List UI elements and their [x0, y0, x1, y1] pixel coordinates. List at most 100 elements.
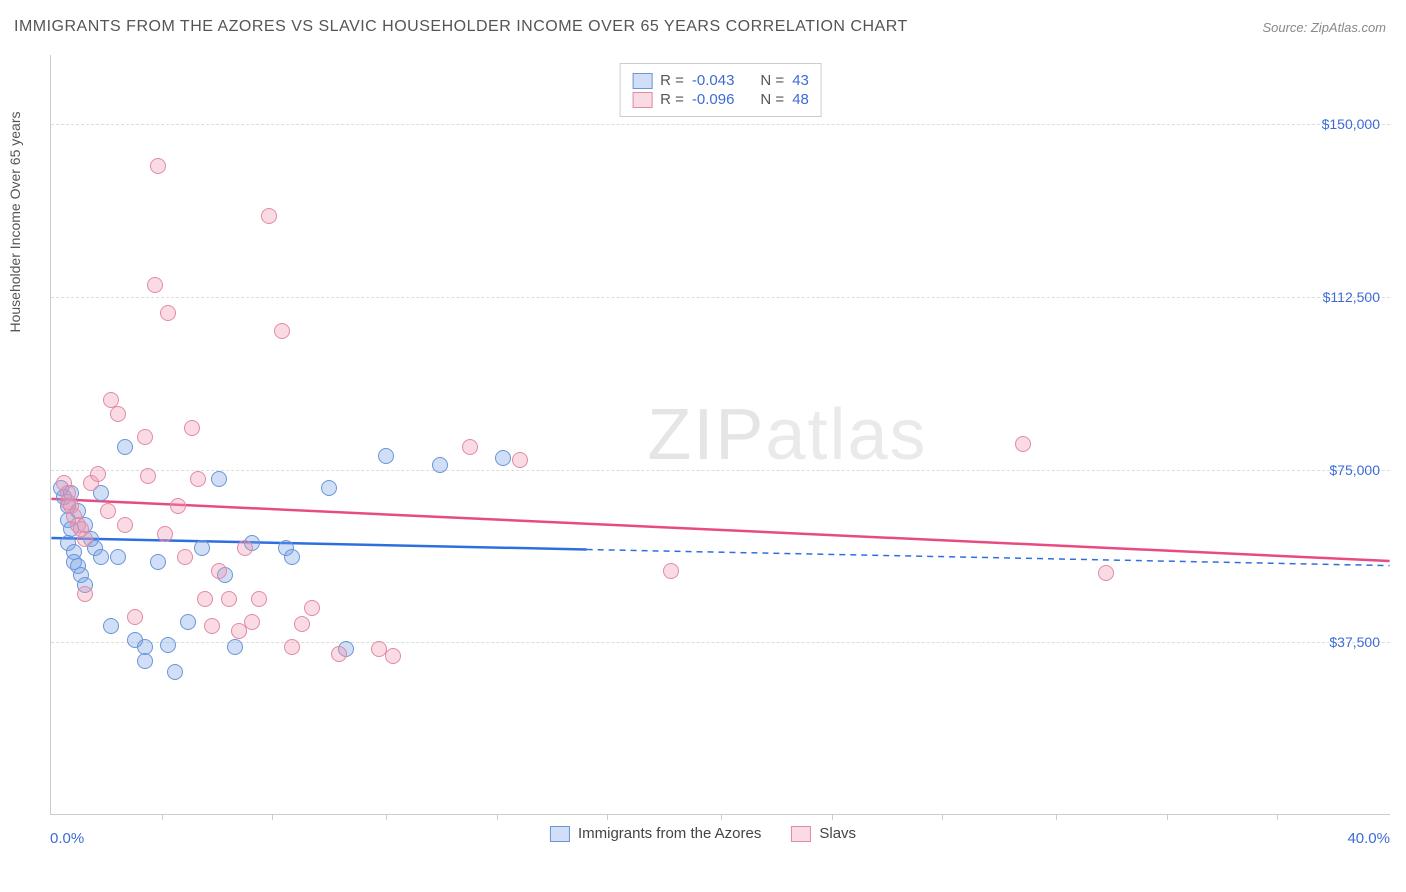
azores-point	[117, 439, 133, 455]
azores-point	[378, 448, 394, 464]
n-value: 43	[792, 72, 809, 89]
slavs-point	[197, 591, 213, 607]
legend-swatch	[632, 92, 652, 108]
chart-plot-area: ZIPatlas R = -0.043 N = 43 R = -0.096 N …	[50, 55, 1390, 815]
chart-title: IMMIGRANTS FROM THE AZORES VS SLAVIC HOU…	[14, 18, 908, 36]
x-tick	[1056, 814, 1057, 820]
r-value: -0.096	[692, 91, 735, 108]
azores-point	[211, 471, 227, 487]
slavs-point	[244, 614, 260, 630]
slavs-point	[190, 471, 206, 487]
azores-point	[495, 450, 511, 466]
y-tick-label: $150,000	[1322, 116, 1380, 132]
y-axis-title: Householder Income Over 65 years	[7, 112, 23, 333]
gridline	[51, 642, 1390, 643]
correlation-legend: R = -0.043 N = 43 R = -0.096 N = 48	[619, 63, 822, 117]
slavs-point	[147, 277, 163, 293]
slavs-point	[90, 466, 106, 482]
slavs-point	[170, 498, 186, 514]
azores-point	[93, 549, 109, 565]
slavs-point	[150, 158, 166, 174]
legend-swatch	[632, 73, 652, 89]
slavs-point	[251, 591, 267, 607]
x-tick	[386, 814, 387, 820]
x-max-label: 40.0%	[1347, 830, 1390, 847]
azores-point	[150, 554, 166, 570]
slavs-point	[284, 639, 300, 655]
trend-lines-layer	[51, 55, 1390, 814]
azores-point	[167, 664, 183, 680]
x-tick	[1167, 814, 1168, 820]
slavs-point	[100, 503, 116, 519]
slavs-point	[274, 323, 290, 339]
slavs-point	[160, 305, 176, 321]
azores-point	[103, 618, 119, 634]
x-tick	[162, 814, 163, 820]
slavs-point	[140, 468, 156, 484]
watermark: ZIPatlas	[647, 394, 927, 476]
x-min-label: 0.0%	[50, 830, 84, 847]
legend-series-label: Slavs	[819, 825, 856, 842]
slavs-point	[117, 517, 133, 533]
azores-point	[432, 457, 448, 473]
slavs-point	[137, 429, 153, 445]
slavs-point	[110, 406, 126, 422]
n-value: 48	[792, 91, 809, 108]
slavs-point	[512, 452, 528, 468]
azores-point	[110, 549, 126, 565]
slavs-point	[261, 208, 277, 224]
azores-point	[194, 540, 210, 556]
gridline	[51, 470, 1390, 471]
azores-point	[137, 653, 153, 669]
x-tick	[721, 814, 722, 820]
y-tick-label: $112,500	[1323, 289, 1380, 305]
x-tick	[832, 814, 833, 820]
legend-series-item: Immigrants from the Azores	[550, 825, 761, 842]
azores-point	[180, 614, 196, 630]
n-label: N =	[760, 91, 784, 108]
slavs-point	[1015, 436, 1031, 452]
r-label: R =	[660, 91, 684, 108]
gridline	[51, 124, 1390, 125]
slavs-point	[184, 420, 200, 436]
slavs-point	[663, 563, 679, 579]
series-legend: Immigrants from the Azores Slavs	[550, 825, 856, 842]
source-attribution: Source: ZipAtlas.com	[1262, 20, 1386, 35]
legend-swatch	[791, 826, 811, 842]
slavs-point	[294, 616, 310, 632]
slavs-point	[237, 540, 253, 556]
x-tick	[1277, 814, 1278, 820]
slavs-point	[204, 618, 220, 634]
r-value: -0.043	[692, 72, 735, 89]
x-tick	[942, 814, 943, 820]
legend-stat-row: R = -0.043 N = 43	[632, 72, 809, 89]
slavs-point	[462, 439, 478, 455]
r-label: R =	[660, 72, 684, 89]
slavs-point	[304, 600, 320, 616]
x-tick	[607, 814, 608, 820]
slavs-point	[211, 563, 227, 579]
y-tick-label: $37,500	[1329, 634, 1380, 650]
slavs-point	[77, 531, 93, 547]
slavs-point	[157, 526, 173, 542]
legend-series-item: Slavs	[791, 825, 856, 842]
azores-point	[160, 637, 176, 653]
n-label: N =	[760, 72, 784, 89]
slavs-point	[77, 586, 93, 602]
x-tick	[497, 814, 498, 820]
slavs-point	[221, 591, 237, 607]
gridline	[51, 297, 1390, 298]
x-tick	[272, 814, 273, 820]
slavs-point	[385, 648, 401, 664]
slavs-point	[331, 646, 347, 662]
legend-stat-row: R = -0.096 N = 48	[632, 91, 809, 108]
legend-series-label: Immigrants from the Azores	[578, 825, 761, 842]
azores-point	[227, 639, 243, 655]
slavs-point	[127, 609, 143, 625]
y-tick-label: $75,000	[1329, 462, 1380, 478]
azores-point	[321, 480, 337, 496]
slavs-point	[1098, 565, 1114, 581]
legend-swatch	[550, 826, 570, 842]
azores-point	[284, 549, 300, 565]
slavs-point	[177, 549, 193, 565]
